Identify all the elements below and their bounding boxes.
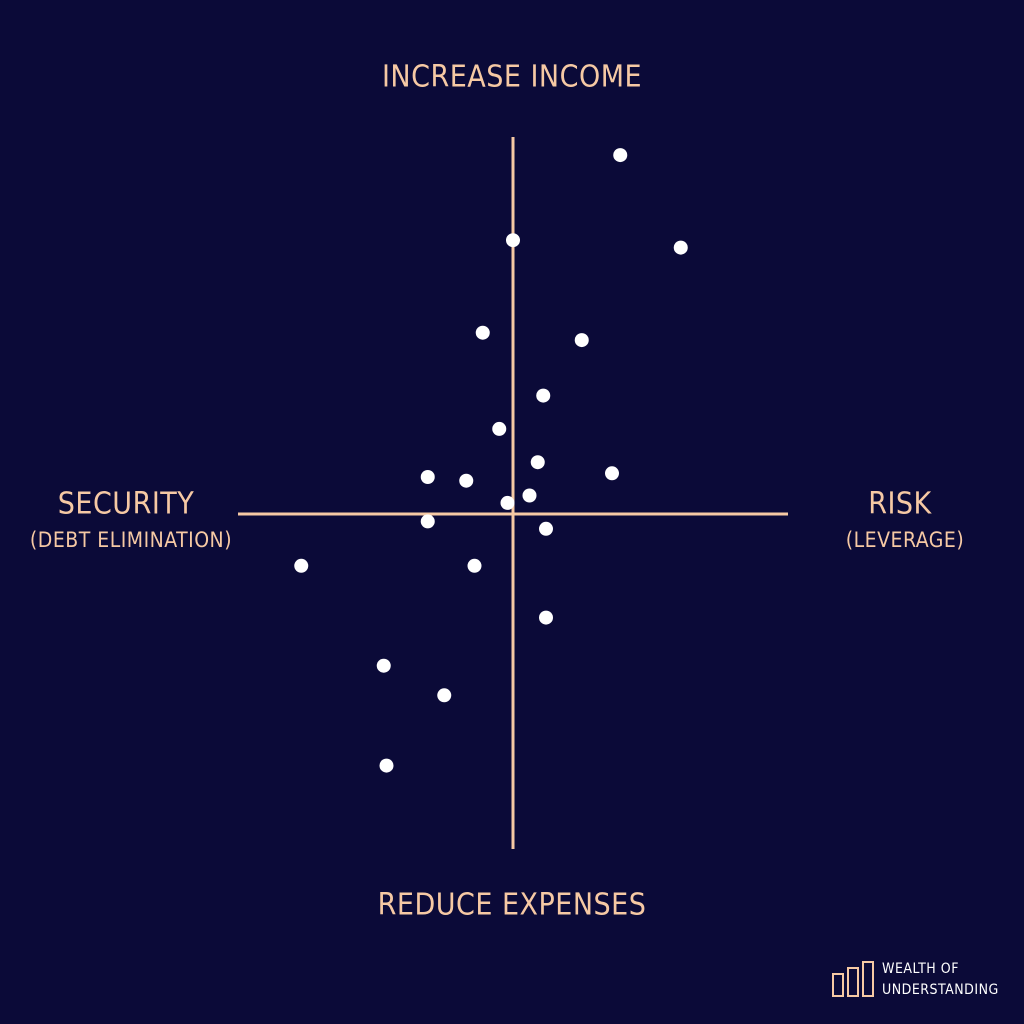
brand-line: UNDERSTANDING — [882, 982, 999, 998]
point — [574, 333, 589, 348]
left-sublabel: (DEBT ELIMINATION) — [30, 528, 232, 552]
point — [506, 233, 520, 248]
point — [437, 688, 452, 703]
point — [294, 558, 309, 573]
logo-bar — [862, 961, 874, 997]
point — [475, 325, 490, 340]
logo-bar — [847, 967, 859, 997]
point — [467, 558, 482, 573]
left-label: SECURITY — [58, 487, 194, 522]
brand-line: WEALTH OF — [882, 961, 959, 977]
point — [539, 521, 553, 536]
point — [536, 388, 551, 403]
logo — [832, 961, 874, 997]
right-sublabel: (LEVERAGE) — [846, 528, 964, 552]
point — [522, 488, 537, 503]
bottom-label: REDUCE EXPENSES — [378, 888, 647, 923]
point — [376, 658, 391, 673]
point — [613, 148, 628, 163]
logo-bar — [832, 973, 844, 997]
point — [673, 240, 688, 255]
point — [459, 473, 474, 488]
point — [492, 421, 507, 436]
point — [379, 758, 394, 773]
point — [530, 455, 545, 470]
point — [605, 466, 619, 481]
point — [539, 610, 553, 625]
point — [420, 470, 435, 484]
point — [420, 514, 435, 529]
right-label: RISK — [868, 487, 932, 522]
point — [500, 495, 515, 510]
top-label: INCREASE INCOME — [382, 60, 642, 95]
